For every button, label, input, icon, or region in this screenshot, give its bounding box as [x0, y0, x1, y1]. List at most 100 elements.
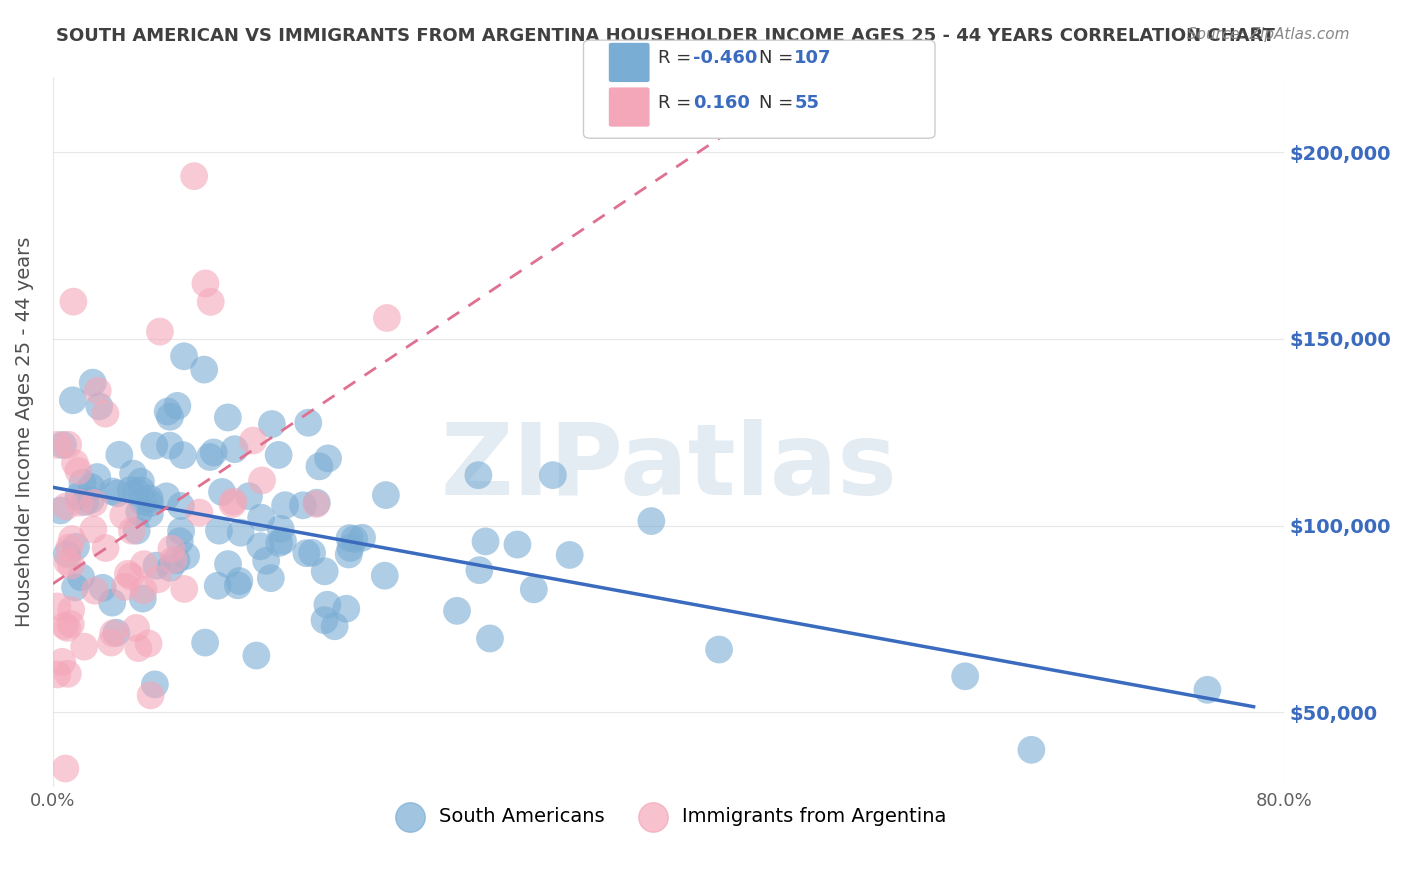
Point	[52, 438, 75, 452]
Point	[159, 409, 181, 424]
Point	[558, 548, 581, 562]
Point	[46, 667, 69, 681]
Point	[194, 635, 217, 649]
Point	[160, 541, 183, 556]
Point	[56, 666, 79, 681]
Point	[132, 591, 155, 606]
Point	[155, 489, 177, 503]
Point	[73, 640, 96, 654]
Point	[105, 625, 128, 640]
Point	[125, 484, 148, 499]
Point	[374, 488, 396, 502]
Point	[316, 598, 339, 612]
Point	[72, 475, 94, 490]
Point	[132, 583, 155, 598]
Point	[238, 489, 260, 503]
Point	[468, 563, 491, 577]
Point	[170, 499, 193, 513]
Point	[128, 505, 150, 519]
Point	[67, 489, 90, 503]
Point	[138, 491, 160, 506]
Point	[143, 439, 166, 453]
Point	[53, 619, 76, 633]
Point	[291, 499, 314, 513]
Point	[129, 475, 152, 489]
Text: Source: ZipAtlas.com: Source: ZipAtlas.com	[1187, 27, 1350, 42]
Point	[183, 169, 205, 183]
Point	[335, 601, 357, 615]
Point	[339, 531, 361, 545]
Point	[100, 635, 122, 649]
Point	[169, 534, 191, 549]
Point	[79, 493, 101, 508]
Point	[222, 494, 245, 508]
Point	[226, 578, 249, 592]
Point	[62, 294, 84, 309]
Point	[89, 400, 111, 414]
Point	[323, 619, 346, 633]
Text: N =: N =	[759, 49, 799, 67]
Point	[120, 483, 142, 497]
Point	[173, 582, 195, 596]
Point	[139, 496, 162, 510]
Point	[62, 393, 84, 408]
Point	[117, 566, 139, 581]
Point	[60, 603, 83, 617]
Point	[166, 553, 188, 567]
Point	[211, 485, 233, 500]
Point	[56, 555, 79, 569]
Point	[156, 404, 179, 418]
Point	[506, 537, 529, 551]
Point	[194, 277, 217, 291]
Text: ZIPatlas: ZIPatlas	[440, 419, 897, 516]
Point	[217, 410, 239, 425]
Point	[56, 547, 79, 561]
Point	[94, 407, 117, 421]
Point	[316, 451, 339, 466]
Point	[202, 445, 225, 459]
Point	[250, 474, 273, 488]
Point	[162, 552, 184, 566]
Point	[249, 539, 271, 553]
Point	[224, 442, 246, 457]
Point	[75, 495, 97, 509]
Point	[63, 456, 86, 470]
Point	[352, 531, 374, 545]
Point	[91, 581, 114, 595]
Point	[114, 580, 136, 594]
Point	[305, 497, 328, 511]
Point	[339, 541, 361, 555]
Point	[314, 613, 336, 627]
Point	[308, 459, 330, 474]
Point	[56, 621, 79, 635]
Text: R =: R =	[658, 49, 697, 67]
Point	[46, 438, 69, 452]
Point	[131, 483, 153, 498]
Text: 55: 55	[794, 94, 820, 112]
Point	[65, 540, 87, 554]
Point	[84, 583, 107, 598]
Text: SOUTH AMERICAN VS IMMIGRANTS FROM ARGENTINA HOUSEHOLDER INCOME AGES 25 - 44 YEAR: SOUTH AMERICAN VS IMMIGRANTS FROM ARGENT…	[56, 27, 1275, 45]
Point	[122, 467, 145, 481]
Point	[159, 439, 181, 453]
Point	[270, 522, 292, 536]
Point	[297, 416, 319, 430]
Point	[125, 524, 148, 538]
Point	[166, 399, 188, 413]
Point	[94, 541, 117, 555]
Point	[374, 568, 396, 582]
Point	[101, 484, 124, 499]
Point	[207, 579, 229, 593]
Point	[254, 554, 277, 568]
Point	[541, 468, 564, 483]
Point	[188, 506, 211, 520]
Point	[267, 448, 290, 462]
Point	[228, 574, 250, 588]
Point	[208, 524, 231, 538]
Point	[82, 376, 104, 390]
Point	[60, 532, 83, 546]
Point	[159, 561, 181, 575]
Text: R =: R =	[658, 94, 697, 112]
Point	[953, 669, 976, 683]
Point	[640, 514, 662, 528]
